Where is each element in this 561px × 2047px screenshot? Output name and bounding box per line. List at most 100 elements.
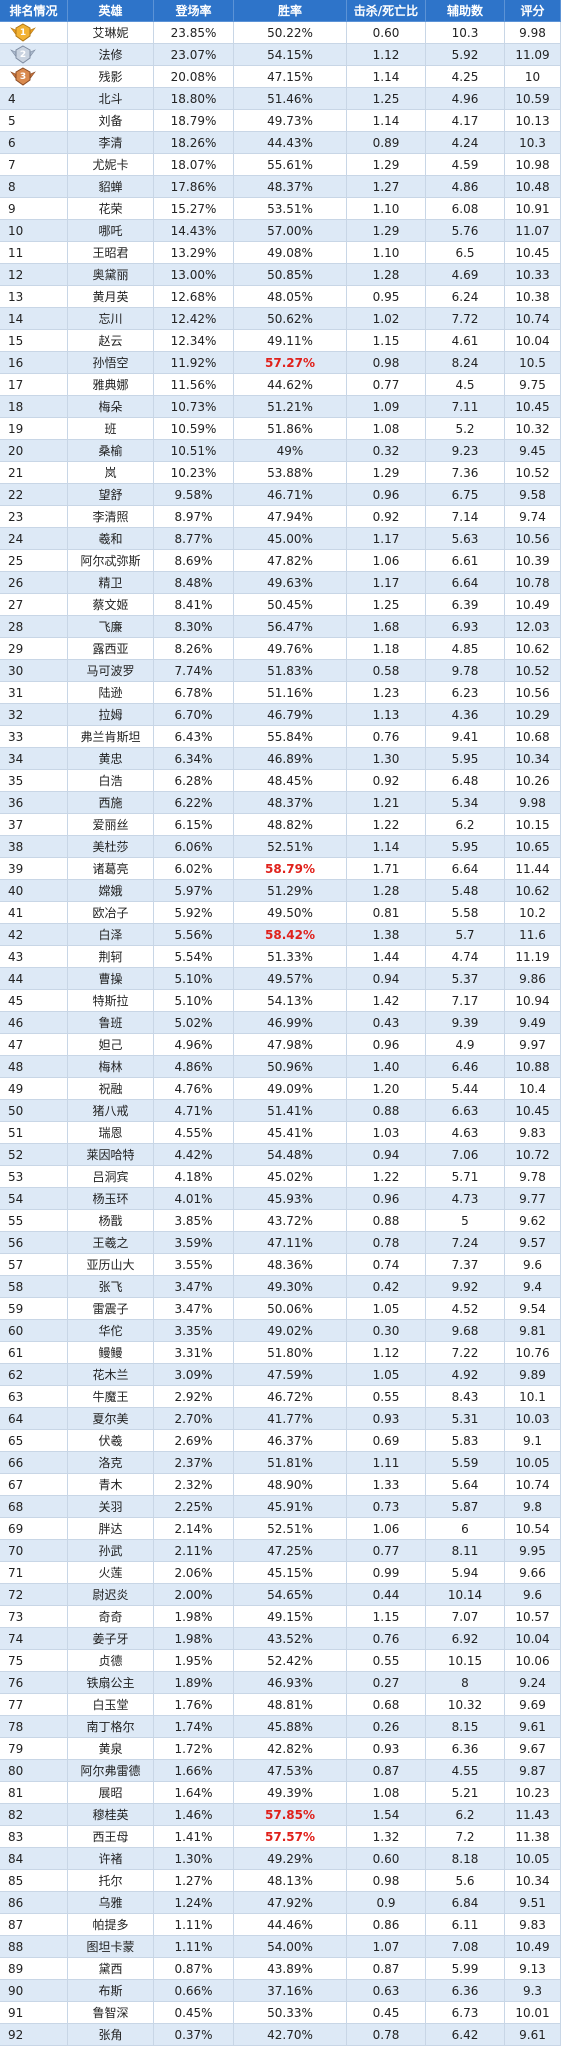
- appearance-rate-cell: 18.07%: [154, 154, 234, 176]
- kda-cell: 0.88: [347, 1210, 426, 1232]
- score-cell: 9.45: [505, 440, 561, 462]
- win-rate-cell: 49.76%: [234, 638, 347, 660]
- rank-cell: 21: [0, 462, 68, 484]
- assists-cell: 5: [426, 1210, 505, 1232]
- hero-name-cell: 鲁智深: [68, 2002, 154, 2024]
- kda-cell: 0.69: [347, 1430, 426, 1452]
- kda-cell: 1.29: [347, 462, 426, 484]
- table-row: 23 李清照 8.97% 47.94% 0.92 7.14 9.74: [0, 506, 561, 528]
- score-cell: 10.54: [505, 1518, 561, 1540]
- appearance-rate-cell: 23.85%: [154, 22, 234, 44]
- score-cell: 9.81: [505, 1320, 561, 1342]
- assists-cell: 6.48: [426, 770, 505, 792]
- table-row: 77 白玉堂 1.76% 48.81% 0.68 10.32 9.69: [0, 1694, 561, 1716]
- score-cell: 10.5: [505, 352, 561, 374]
- rank-cell: 72: [0, 1584, 68, 1606]
- kda-cell: 0.76: [347, 726, 426, 748]
- table-row: 12 奥黛丽 13.00% 50.85% 1.28 4.69 10.33: [0, 264, 561, 286]
- rank-number: 44: [8, 971, 24, 986]
- kda-cell: 1.13: [347, 704, 426, 726]
- rank-cell: 89: [0, 1958, 68, 1980]
- kda-cell: 0.88: [347, 1100, 426, 1122]
- table-row: 61 鳗鳗 3.31% 51.80% 1.12 7.22 10.76: [0, 1342, 561, 1364]
- header-kda: 击杀/死亡比: [347, 0, 426, 22]
- kda-cell: 1.12: [347, 44, 426, 66]
- win-rate-cell: 51.80%: [234, 1342, 347, 1364]
- win-rate-cell: 57.85%: [234, 1804, 347, 1826]
- appearance-rate-cell: 20.08%: [154, 66, 234, 88]
- rank-cell: 70: [0, 1540, 68, 1562]
- win-rate-cell: 37.16%: [234, 1980, 347, 2002]
- rank-number: 1: [19, 27, 27, 38]
- hero-name-cell: 曹操: [68, 968, 154, 990]
- win-rate-cell: 47.25%: [234, 1540, 347, 1562]
- assists-cell: 9.78: [426, 660, 505, 682]
- rank-number: 22: [8, 487, 24, 502]
- rank-number: 51: [8, 1125, 24, 1140]
- score-cell: 9.69: [505, 1694, 561, 1716]
- win-rate-cell: 46.79%: [234, 704, 347, 726]
- header-score: 评分: [505, 0, 561, 22]
- kda-cell: 1.15: [347, 330, 426, 352]
- rank-cell: 10: [0, 220, 68, 242]
- assists-cell: 4.63: [426, 1122, 505, 1144]
- table-row: 42 白泽 5.56% 58.42% 1.38 5.7 11.6: [0, 924, 561, 946]
- assists-cell: 6.84: [426, 1892, 505, 1914]
- table-row: 88 图坦卡蒙 1.11% 54.00% 1.07 7.08 10.49: [0, 1936, 561, 1958]
- kda-cell: 0.81: [347, 902, 426, 924]
- assists-cell: 6.64: [426, 572, 505, 594]
- appearance-rate-cell: 6.15%: [154, 814, 234, 836]
- score-cell: 9.1: [505, 1430, 561, 1452]
- assists-cell: 4.25: [426, 66, 505, 88]
- rank-number: 84: [8, 1851, 24, 1866]
- rank-cell: 26: [0, 572, 68, 594]
- kda-cell: 1.14: [347, 66, 426, 88]
- rank-number: 26: [8, 575, 24, 590]
- hero-name-cell: 艾琳妮: [68, 22, 154, 44]
- kda-cell: 0.32: [347, 440, 426, 462]
- hero-name-cell: 赵云: [68, 330, 154, 352]
- appearance-rate-cell: 23.07%: [154, 44, 234, 66]
- table-row: 53 吕洞宾 4.18% 45.02% 1.22 5.71 9.78: [0, 1166, 561, 1188]
- rank-cell: 75: [0, 1650, 68, 1672]
- table-row: 75 贞德 1.95% 52.42% 0.55 10.15 10.06: [0, 1650, 561, 1672]
- win-rate-cell: 51.29%: [234, 880, 347, 902]
- win-rate-cell: 48.45%: [234, 770, 347, 792]
- rank-number: 83: [8, 1829, 24, 1844]
- rank-cell: 71: [0, 1562, 68, 1584]
- table-row: 91 鲁智深 0.45% 50.33% 0.45 6.73 10.01: [0, 2002, 561, 2024]
- kda-cell: 0.92: [347, 770, 426, 792]
- score-cell: 10.59: [505, 88, 561, 110]
- appearance-rate-cell: 10.59%: [154, 418, 234, 440]
- table-row: 92 张角 0.37% 42.70% 0.78 6.42 9.61: [0, 2024, 561, 2046]
- appearance-rate-cell: 18.79%: [154, 110, 234, 132]
- header-rank: 排名情况: [0, 0, 68, 22]
- score-cell: 9.86: [505, 968, 561, 990]
- kda-cell: 0.93: [347, 1738, 426, 1760]
- score-cell: 10.68: [505, 726, 561, 748]
- rank-number: 43: [8, 949, 24, 964]
- win-rate-cell: 49.02%: [234, 1320, 347, 1342]
- hero-name-cell: 夏尔美: [68, 1408, 154, 1430]
- win-rate-cell: 47.94%: [234, 506, 347, 528]
- table-row: 34 黄忠 6.34% 46.89% 1.30 5.95 10.34: [0, 748, 561, 770]
- score-cell: 10.57: [505, 1606, 561, 1628]
- hero-name-cell: 许褚: [68, 1848, 154, 1870]
- appearance-rate-cell: 3.59%: [154, 1232, 234, 1254]
- appearance-rate-cell: 5.92%: [154, 902, 234, 924]
- rank-cell: 52: [0, 1144, 68, 1166]
- table-row: 49 祝融 4.76% 49.09% 1.20 5.44 10.4: [0, 1078, 561, 1100]
- rank-number: 29: [8, 641, 24, 656]
- rank-cell: 61: [0, 1342, 68, 1364]
- score-cell: 9.61: [505, 1716, 561, 1738]
- table-row: 19 班 10.59% 51.86% 1.08 5.2 10.32: [0, 418, 561, 440]
- assists-cell: 5.64: [426, 1474, 505, 1496]
- table-row: 78 南丁格尔 1.74% 45.88% 0.26 8.15 9.61: [0, 1716, 561, 1738]
- hero-name-cell: 亚历山大: [68, 1254, 154, 1276]
- rank-cell: 19: [0, 418, 68, 440]
- kda-cell: 0.74: [347, 1254, 426, 1276]
- kda-cell: 0.99: [347, 1562, 426, 1584]
- table-header-row: 排名情况 英雄 登场率 胜率 击杀/死亡比 辅助数 评分: [0, 0, 561, 22]
- appearance-rate-cell: 1.98%: [154, 1628, 234, 1650]
- assists-cell: 5.71: [426, 1166, 505, 1188]
